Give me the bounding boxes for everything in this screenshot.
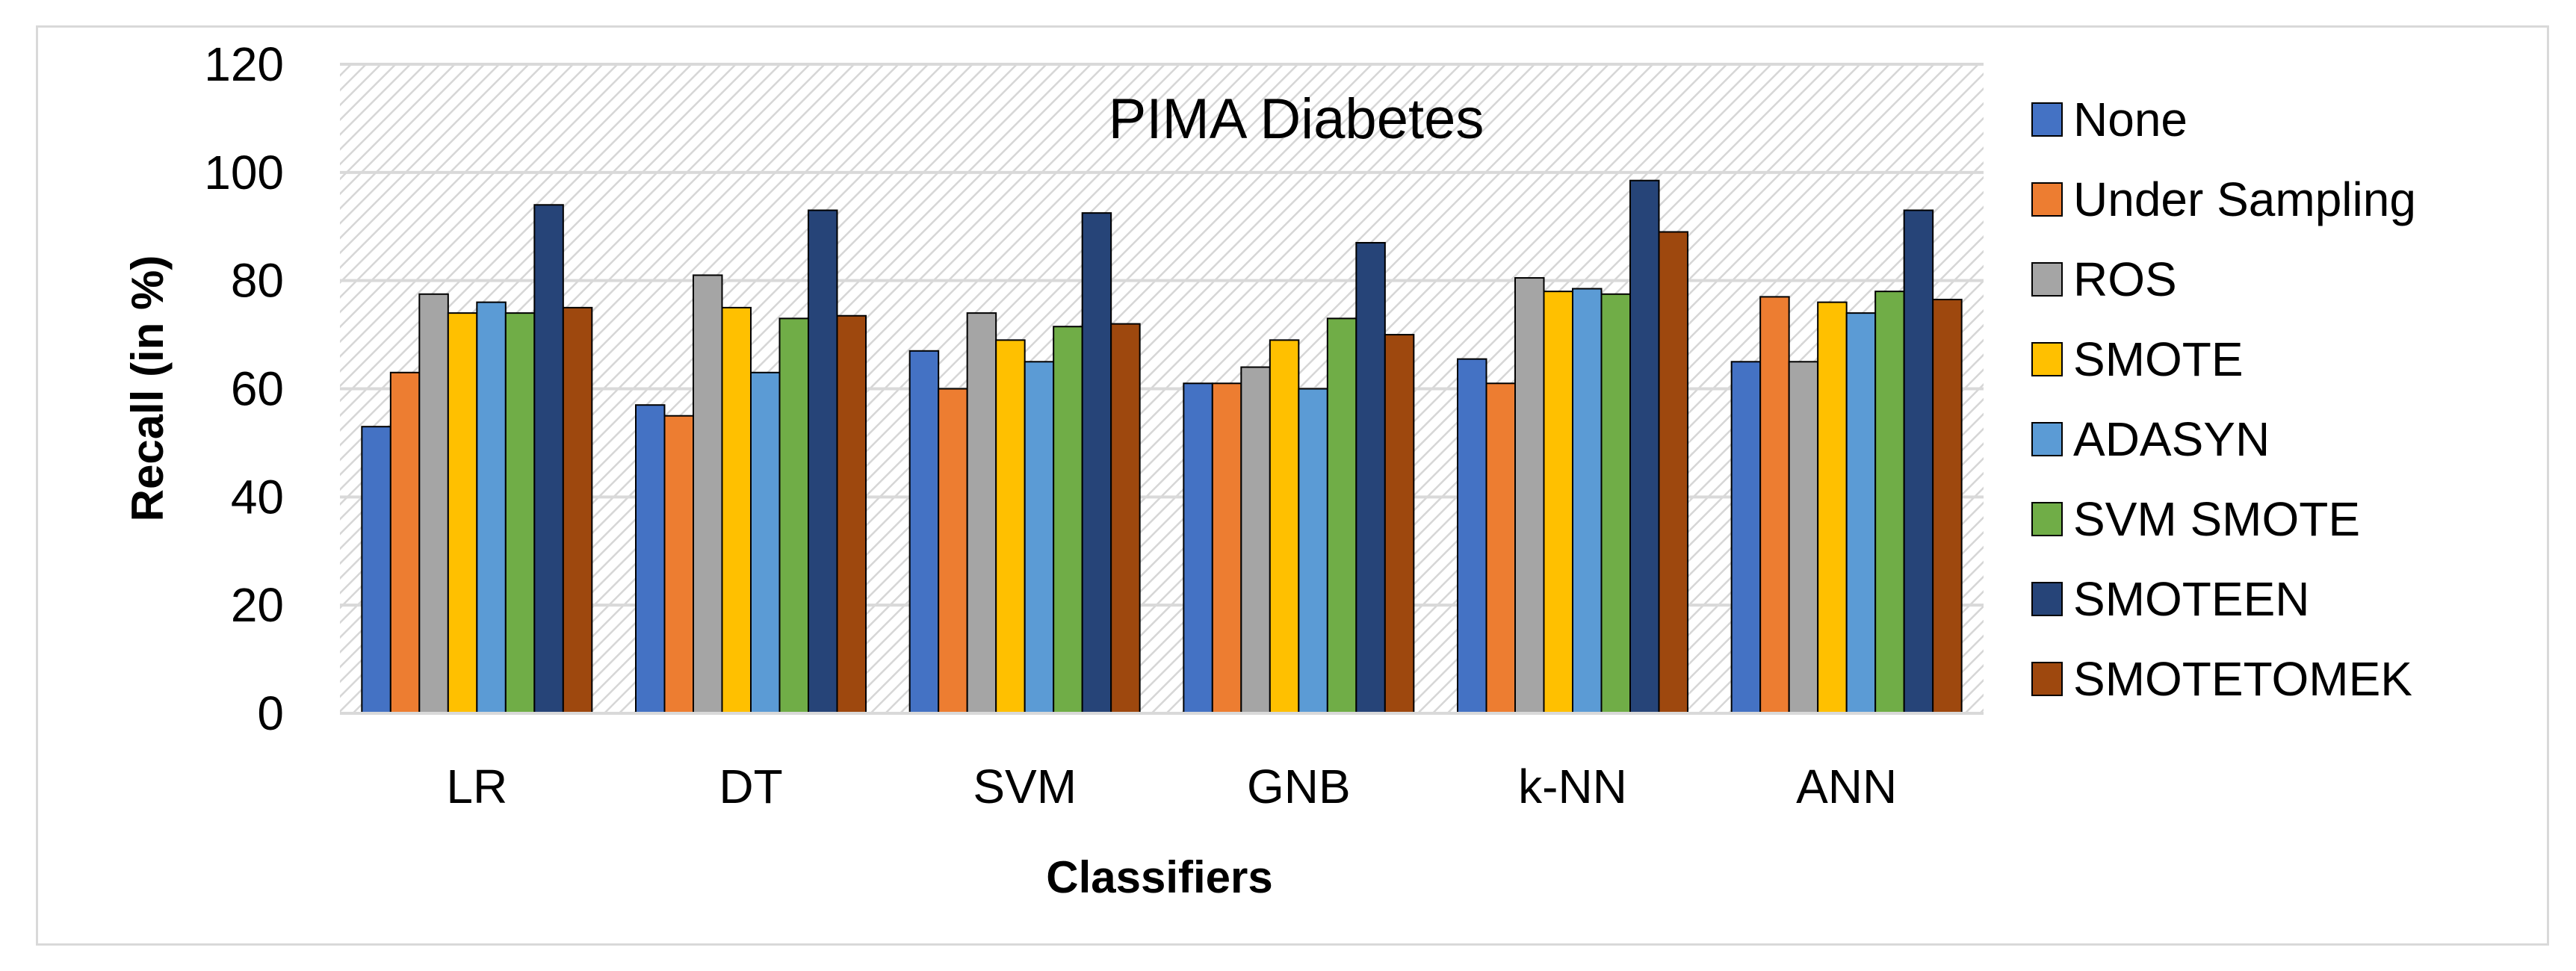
bar-adasyn-k-nn [1572,288,1603,714]
y-axis-ticks: 0 20 40 60 80 100 120 [204,37,284,740]
bar-none-ann [1730,361,1762,714]
x-tick-label: ANN [1796,760,1897,813]
legend-label: SMOTETOMEK [2073,652,2412,706]
legend-label: SMOTEEN [2073,572,2309,626]
x-tick-label: DT [719,760,782,813]
bar-svm-smote-gnb [1326,317,1357,714]
bar-svm-smote-ann [1874,291,1905,714]
bar-under-sampling-svm [938,388,968,714]
bar-ros-lr [418,293,449,715]
bar-ros-dt [693,274,723,714]
x-tick-label: SVM [973,760,1077,813]
bar-smote-svm [995,339,1026,714]
bar-svm-smote-lr [504,312,536,715]
bar-smotetomek-lr [562,306,593,714]
y-tick-label: 40 [231,470,284,524]
y-tick-label: 120 [204,37,284,91]
legend-swatch [2031,582,2063,616]
bar-svm-smote-svm [1053,326,1083,714]
y-tick-label: 100 [204,146,284,199]
bar-adasyn-lr [476,301,507,714]
bar-smoteen-gnb [1355,241,1386,715]
x-tick-label: GNB [1247,760,1351,813]
bar-smotetomek-gnb [1384,334,1415,714]
bar-svm-smote-k-nn [1600,293,1631,715]
bar-none-k-nn [1457,358,1487,714]
bar-smote-dt [721,306,752,714]
legend-swatch [2031,342,2063,376]
y-tick-label: 80 [231,254,284,308]
bar-smotetomek-ann [1932,299,1963,714]
y-tick-label: 60 [231,362,284,416]
bar-smote-gnb [1269,339,1300,714]
bar-ros-svm [966,312,997,715]
bar-smoteen-k-nn [1629,179,1660,714]
legend-swatch [2031,182,2063,217]
x-axis-title: Classifiers [1046,852,1273,902]
bar-none-lr [361,426,391,714]
legend-swatch [2031,262,2063,297]
bar-ros-k-nn [1514,277,1545,714]
bar-ros-ann [1788,361,1819,714]
bar-none-svm [908,350,940,714]
legend-label: Under Sampling [2073,173,2416,226]
bar-under-sampling-lr [389,371,421,714]
x-axis-ticks: LR DT SVM GNB k-NN ANN [446,760,1897,813]
legend-label: SVM SMOTE [2073,492,2360,546]
x-tick-label: LR [446,760,507,813]
bar-adasyn-gnb [1298,388,1328,714]
legend-swatch [2031,502,2063,536]
gridlines [340,63,1984,607]
bar-none-dt [635,404,666,714]
bar-adasyn-svm [1024,361,1055,714]
x-tick-label: k-NN [1518,760,1627,813]
legend-swatch [2031,662,2063,696]
y-tick-label: 0 [257,686,284,740]
bar-under-sampling-dt [663,415,694,714]
y-tick-label: 20 [231,578,284,632]
y-axis-title: Recall (in %) [123,255,173,522]
legend-swatch [2031,102,2063,137]
bar-under-sampling-gnb [1211,382,1242,715]
legend-label: SMOTE [2073,332,2244,386]
bar-smotetomek-svm [1110,323,1141,715]
chart-title: PIMA Diabetes [1109,87,1484,151]
bar-adasyn-ann [1845,312,1877,715]
legend-label: None [2073,93,2188,146]
bar-svm-smote-dt [778,317,809,714]
legend-label: ROS [2073,252,2177,306]
bar-smoteen-svm [1081,212,1112,715]
bar-under-sampling-ann [1759,296,1790,714]
legend-label: ADASYN [2073,412,2270,466]
bar-ros-gnb [1240,366,1271,714]
bar-smoteen-lr [533,204,564,714]
bar-none-gnb [1183,382,1213,715]
bar-smotetomek-k-nn [1658,231,1688,715]
legend-swatch [2031,422,2063,456]
bar-smotetomek-dt [836,314,867,714]
bar-smoteen-dt [808,209,838,714]
bar-smote-ann [1817,301,1848,714]
bar-adasyn-dt [750,371,781,714]
legend: None Under Sampling ROS SMOTE ADASYN SVM SMOT… [2031,93,2416,706]
bar-smoteen-ann [1903,209,1934,714]
bar-under-sampling-k-nn [1485,382,1516,715]
bar-smote-k-nn [1543,291,1573,714]
bar-smote-lr [447,312,478,715]
